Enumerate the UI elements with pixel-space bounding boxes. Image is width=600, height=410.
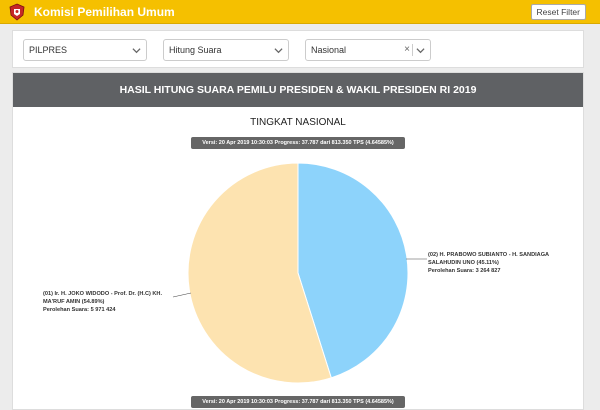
app-title: Komisi Pemilihan Umum <box>34 5 175 19</box>
region-select[interactable]: Nasional × <box>305 39 431 61</box>
slice-label-01-name-line1: (01) Ir. H. JOKO WIDODO - Prof. Dr. (H.C… <box>43 291 162 297</box>
election-type-select[interactable]: PILPRES <box>23 39 147 61</box>
version-note-bottom: Versi: 20 Apr 2019 10:30:03 Progress: 37… <box>191 396 405 408</box>
clear-icon[interactable]: × <box>404 44 410 55</box>
select-divider <box>412 44 413 56</box>
results-panel: HASIL HITUNG SUARA PEMILU PRESIDEN & WAK… <box>12 72 584 410</box>
slice-label-01-votes: Perolehan Suara: 5 971 424 <box>43 307 116 313</box>
chevron-down-icon <box>274 48 283 54</box>
leader-line-01 <box>172 292 192 298</box>
chevron-down-icon <box>132 48 141 54</box>
reset-filter-button[interactable]: Reset Filter <box>530 4 586 20</box>
vote-pie-chart: (02) H. PRABOWO SUBIANTO - H. SANDIAGA S… <box>43 162 549 384</box>
slice-label-01-name-line2: MA'RUF AMIN (54.89%) <box>43 299 105 305</box>
slice-label-02-name-line1: (02) H. PRABOWO SUBIANTO - H. SANDIAGA <box>428 252 549 258</box>
count-mode-select[interactable]: Hitung Suara <box>163 39 289 61</box>
chart-title: TINGKAT NASIONAL <box>250 117 346 128</box>
slice-label-02-votes: Perolehan Suara: 3 264 827 <box>428 268 500 274</box>
chevron-down-icon <box>416 48 425 54</box>
pie-slice-01[interactable] <box>187 162 332 384</box>
version-note-top: Versi: 20 Apr 2019 10:30:03 Progress: 37… <box>191 137 405 149</box>
election-type-value: PILPRES <box>29 45 68 55</box>
top-bar: Komisi Pemilihan Umum Reset Filter <box>0 0 600 24</box>
kpu-logo-icon <box>9 3 25 21</box>
results-banner: HASIL HITUNG SUARA PEMILU PRESIDEN & WAK… <box>13 73 583 107</box>
count-mode-value: Hitung Suara <box>169 45 222 55</box>
slice-label-02-name-line2: SALAHUDIN UNO (45.11%) <box>428 260 499 266</box>
region-value: Nasional <box>311 45 347 55</box>
pie-slice-02[interactable] <box>297 162 409 379</box>
filter-panel: PILPRES Hitung Suara Nasional × <box>12 30 584 68</box>
